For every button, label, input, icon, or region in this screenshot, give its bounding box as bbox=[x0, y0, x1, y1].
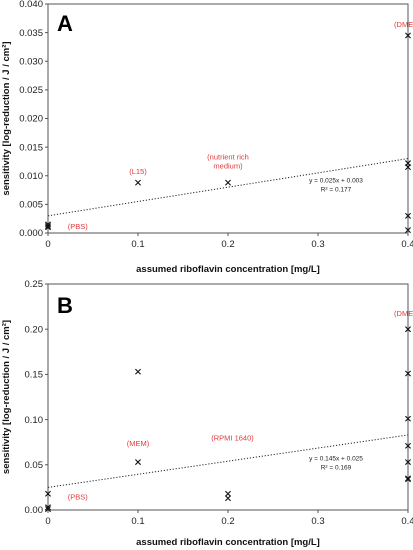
y-tick-label: 0.015 bbox=[19, 142, 43, 153]
data-point bbox=[45, 506, 51, 513]
x-axis-title: assumed riboflavin concentration [mg/L] bbox=[136, 537, 320, 548]
annotation-label: (PBS) bbox=[68, 222, 89, 231]
data-point bbox=[225, 179, 231, 186]
trendline bbox=[47, 434, 409, 488]
y-tick-label: 0.25 bbox=[25, 279, 44, 290]
y-tick-label: 0.000 bbox=[19, 228, 43, 239]
x-tick-label: 0.1 bbox=[131, 516, 144, 527]
x-tick-label: 0 bbox=[45, 239, 50, 250]
x-tick-label: 0.1 bbox=[131, 239, 144, 250]
x-tick-label: 0.2 bbox=[221, 239, 234, 250]
chart-panel-a: 0.000 0.005 0.010 0.015 0.020 0.025 0.030 0.035… bbox=[1, 0, 413, 275]
data-point bbox=[405, 32, 411, 39]
annotation-label: (DMEM) bbox=[394, 309, 413, 318]
data-point bbox=[405, 415, 411, 422]
data-point bbox=[405, 164, 411, 171]
annotation-label: (L15) bbox=[129, 167, 147, 176]
data-point bbox=[405, 212, 411, 219]
chart-panel-b: 0.00 0.05 0.10 0.15 0.20 0.25 0 0.1 0.2 0.3 0.4 ass… bbox=[1, 279, 413, 548]
data-point bbox=[45, 504, 51, 511]
data-point bbox=[405, 227, 411, 234]
y-axis-title: sensitivity [log-reduction / J / cm²] bbox=[1, 41, 12, 195]
annotation-label: (RPMI 1640) bbox=[211, 434, 254, 443]
data-point bbox=[405, 475, 411, 482]
panel-letter: B bbox=[57, 293, 73, 318]
data-point bbox=[405, 476, 411, 483]
annotation-label: (nutrient rich bbox=[207, 152, 249, 161]
regression-equation: R² = 0.177 bbox=[321, 187, 352, 194]
plot-frame bbox=[47, 3, 409, 234]
x-tick-label: 0.4 bbox=[401, 516, 413, 527]
data-point bbox=[405, 326, 411, 333]
annotation-label: medium) bbox=[213, 161, 243, 170]
data-point bbox=[405, 459, 411, 466]
data-point bbox=[405, 442, 411, 449]
x-tick-label: 0.3 bbox=[311, 239, 324, 250]
data-point bbox=[135, 459, 141, 466]
regression-equation: R² = 0.169 bbox=[321, 464, 352, 471]
trendline bbox=[47, 158, 409, 217]
y-tick-label: 0.025 bbox=[19, 85, 43, 96]
regression-equation: y = 0.025x + 0.003 bbox=[309, 178, 363, 185]
data-point bbox=[225, 495, 231, 502]
x-axis-title: assumed riboflavin concentration [mg/L] bbox=[136, 264, 320, 275]
y-tick-label: 0.030 bbox=[19, 56, 43, 67]
y-tick-label: 0.05 bbox=[25, 460, 44, 471]
x-tick-label: 0.2 bbox=[221, 516, 234, 527]
data-point bbox=[135, 179, 141, 186]
x-tick-label: 0.4 bbox=[401, 239, 413, 250]
x-tick-label: 0 bbox=[45, 516, 50, 527]
data-point bbox=[45, 223, 51, 230]
panel-letter: A bbox=[57, 11, 73, 36]
data-point bbox=[45, 490, 51, 497]
data-point bbox=[135, 368, 141, 375]
y-tick-label: 0.00 bbox=[25, 505, 44, 516]
y-tick-label: 0.15 bbox=[25, 370, 44, 381]
y-axis-title: sensitivity [log-reduction / J / cm²] bbox=[1, 320, 12, 474]
y-tick-label: 0.10 bbox=[25, 415, 44, 426]
annotation-label: (MEM) bbox=[127, 439, 150, 448]
y-tick-label: 0.035 bbox=[19, 28, 43, 39]
data-point bbox=[225, 490, 231, 497]
y-tick-label: 0.020 bbox=[19, 114, 43, 125]
y-tick-label: 0.010 bbox=[19, 171, 43, 182]
x-tick-label: 0.3 bbox=[311, 516, 324, 527]
regression-equation: y = 0.145x + 0.025 bbox=[309, 455, 363, 462]
y-tick-label: 0.20 bbox=[25, 324, 44, 335]
annotation-label: (DMEM) bbox=[394, 20, 413, 29]
y-tick-label: 0.005 bbox=[19, 200, 43, 211]
annotation-label: (PBS) bbox=[68, 492, 89, 501]
data-point bbox=[45, 224, 51, 231]
data-point bbox=[405, 370, 411, 377]
y-tick-label: 0.040 bbox=[19, 0, 43, 10]
plot-frame bbox=[47, 283, 409, 511]
